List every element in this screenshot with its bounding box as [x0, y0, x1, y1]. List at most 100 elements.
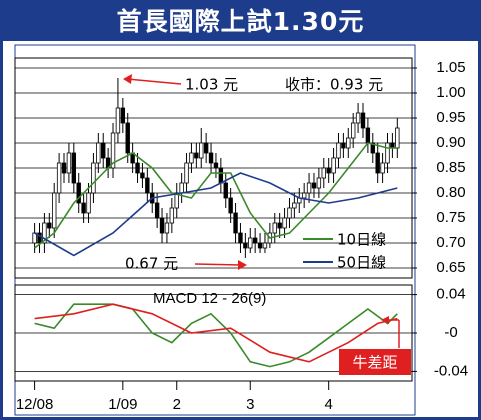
candle-body: [76, 182, 81, 204]
candle-body: [287, 207, 292, 219]
candle-body: [306, 182, 312, 194]
candle-body: [316, 177, 322, 189]
candle-body: [292, 202, 297, 209]
macd-title: MACD 12 - 26(9): [153, 290, 266, 307]
candle-body: [66, 152, 72, 174]
y-tick-label: -0.04: [434, 362, 468, 379]
candle-body: [395, 127, 400, 149]
candle-body: [125, 122, 130, 154]
y-tick-label: 0.85: [436, 159, 465, 176]
candle-body: [360, 112, 366, 129]
candle-body: [61, 162, 67, 174]
candle-body: [321, 167, 326, 179]
candle-body: [243, 242, 248, 249]
candle-body: [52, 192, 57, 229]
legend-label: 50日線: [337, 254, 386, 272]
marks: [15, 67, 417, 390]
candle-body: [365, 127, 371, 144]
candle-body: [331, 157, 336, 174]
candle-body: [370, 142, 375, 154]
series-line: [34, 142, 398, 249]
candle-body: [350, 122, 356, 139]
candle-body: [42, 222, 47, 244]
x-tick-label: 2: [173, 396, 181, 413]
candle-body: [252, 237, 258, 244]
candle-body: [272, 222, 277, 234]
y-tick-label: 0.70: [436, 234, 465, 251]
annotation: 0.67 元: [125, 255, 178, 273]
y-tick-label: 0.80: [436, 184, 465, 201]
candle-body: [110, 132, 116, 169]
chart-title: 首長國際上試1.30元: [3, 3, 478, 41]
candle-body: [208, 152, 214, 164]
candle-body: [233, 212, 238, 234]
chart: 1.03 元 收市：0.93 元 0.67 元 10日線 50日線 MACD 1…: [14, 44, 468, 416]
arrow-head: [238, 260, 247, 270]
x-tick-label: 12/08: [16, 396, 54, 413]
candle-body: [169, 207, 175, 224]
x-tick-label: 1/09: [108, 396, 137, 413]
y-tick-label: 1.00: [436, 84, 465, 101]
annotation: 牛差距: [352, 354, 397, 372]
candle-body: [238, 232, 243, 244]
y-tick-label: 0.90: [436, 134, 465, 151]
series-line: [34, 303, 398, 363]
annotation-arrow: [194, 263, 242, 266]
candle-body: [91, 162, 96, 194]
y-tick-label: 1.05: [436, 59, 465, 76]
arrow-head: [123, 74, 132, 84]
candle-body: [199, 142, 204, 159]
candle-body: [311, 182, 317, 189]
candle-body: [346, 137, 351, 149]
candle-body: [184, 162, 189, 184]
candle-body: [203, 142, 209, 154]
candle-body: [277, 222, 282, 229]
candle-body: [96, 142, 101, 164]
candle-body: [336, 142, 341, 159]
candle-body: [179, 182, 184, 194]
candle-body: [326, 167, 331, 174]
legend-label: 10日線: [337, 231, 386, 249]
candle-body: [135, 162, 140, 174]
y-tick-label: 0.65: [436, 259, 465, 276]
candle-body: [355, 112, 361, 124]
x-tick-label: 3: [246, 396, 254, 413]
candle-body: [159, 217, 165, 234]
series-line: [34, 303, 398, 368]
candle-body: [301, 192, 307, 199]
candle-body: [228, 197, 233, 214]
y-tick-label: 0.04: [436, 286, 465, 303]
candle-body: [380, 162, 385, 174]
candle-body: [81, 202, 86, 214]
candle-body: [120, 107, 126, 124]
arrow-head: [381, 316, 389, 324]
annotation-arrow: [126, 78, 182, 85]
candle-body: [218, 167, 224, 184]
y-tick-label: 0.95: [436, 109, 465, 126]
candle-body: [37, 232, 42, 244]
candle-body: [86, 192, 91, 214]
annotation-box: [339, 349, 411, 375]
candle-body: [154, 202, 160, 219]
y-tick-label: 0.75: [436, 209, 465, 226]
candle-body: [71, 152, 77, 184]
candle-body: [56, 162, 62, 194]
candle-body: [223, 182, 228, 199]
annotation: 收市：0.93 元: [285, 76, 383, 94]
candle-body: [341, 142, 346, 149]
candle-body: [375, 152, 380, 174]
candle-body: [145, 177, 150, 194]
candle-body: [257, 242, 263, 249]
candle-body: [101, 142, 106, 159]
candle-body: [385, 142, 390, 164]
candle-body: [194, 152, 199, 159]
candle-body: [47, 222, 52, 229]
candle-body: [282, 217, 287, 229]
candle-body: [213, 162, 219, 169]
candle-body: [115, 107, 121, 134]
series-line: [34, 172, 398, 257]
annotation: 1.03 元: [185, 76, 238, 94]
candle-body: [262, 242, 268, 249]
y-tick-label: -0: [444, 324, 457, 341]
